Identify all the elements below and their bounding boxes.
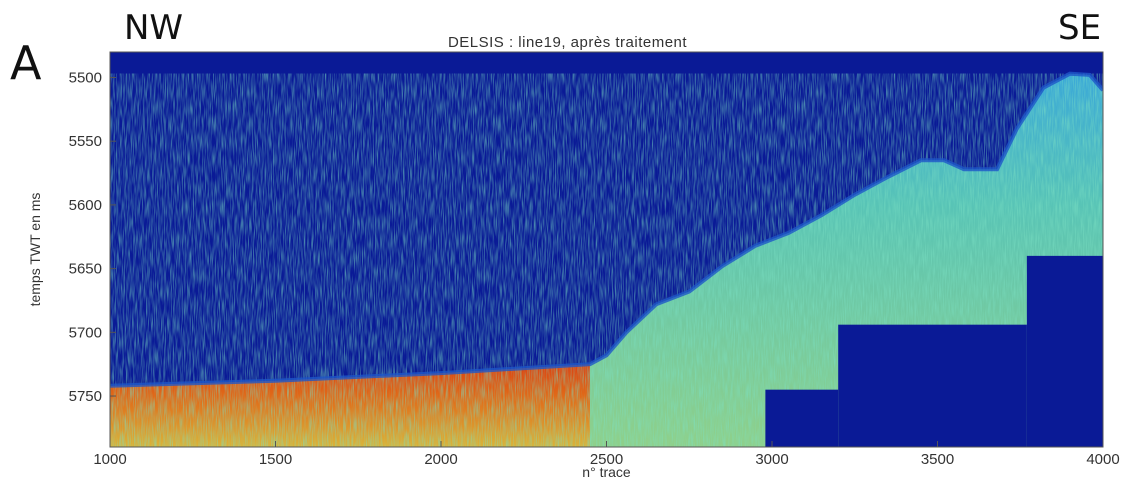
blanked-region-3 [1026, 255, 1103, 447]
y-tick-label: 5550 [69, 133, 102, 150]
x-tick-label: 2500 [590, 451, 623, 468]
y-axis-label: temps TWT en ms [27, 193, 43, 307]
x-tick-label: 3000 [755, 451, 788, 468]
x-axis-label: n° trace [582, 464, 631, 480]
direction-label-nw: NW [124, 8, 184, 48]
blanked-region-1 [765, 389, 839, 447]
x-tick-label: 2000 [424, 451, 457, 468]
x-tick-label: 1500 [259, 451, 292, 468]
y-tick-label: 5500 [69, 69, 102, 86]
blanked-region-2 [838, 324, 1027, 447]
x-tick-label: 1000 [93, 451, 126, 468]
direction-label-se: SE [1058, 8, 1102, 48]
x-tick-label: 3500 [921, 451, 954, 468]
y-tick-label: 5600 [69, 197, 102, 214]
y-tick-label: 5700 [69, 324, 102, 341]
y-tick-label: 5750 [69, 388, 102, 405]
panel-letter: A [10, 36, 42, 90]
y-tick-label: 5650 [69, 261, 102, 278]
x-tick-label: 4000 [1086, 451, 1119, 468]
chart-title: DELSIS : line19, après traitement [447, 34, 688, 51]
seafloor-reflector [110, 71, 1103, 388]
